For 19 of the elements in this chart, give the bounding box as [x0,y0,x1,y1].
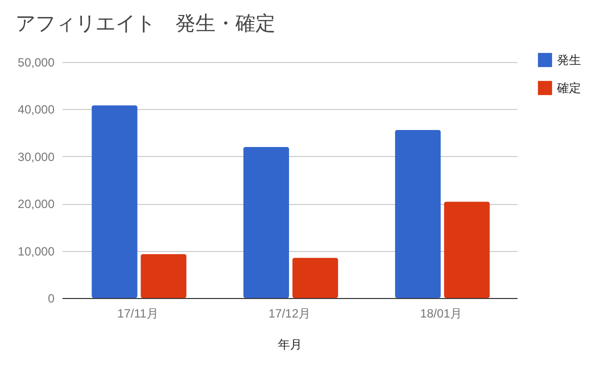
bar [140,254,186,298]
bar [444,202,490,298]
y-tick-label: 50,000 [18,56,55,70]
bar [292,258,338,298]
legend-label: 確定 [556,81,581,95]
x-axis-title: 年月 [278,338,302,352]
y-tick-label: 40,000 [18,102,55,117]
y-tick-label: 20,000 [18,197,55,212]
x-tick-label: 17/11月 [117,306,158,320]
x-tick-label: 18/01月 [420,306,462,320]
y-tick-label: 30,000 [18,150,55,164]
chart-title: アフィリエイト 発生・確定 [15,13,276,35]
legend-label: 発生 [557,53,581,67]
y-tick-label: 0 [48,292,55,306]
x-tick-label: 17/12月 [268,306,311,320]
bar [243,146,290,298]
bar [395,130,441,298]
bar [92,105,138,298]
y-tick-label: 10,000 [18,244,55,258]
